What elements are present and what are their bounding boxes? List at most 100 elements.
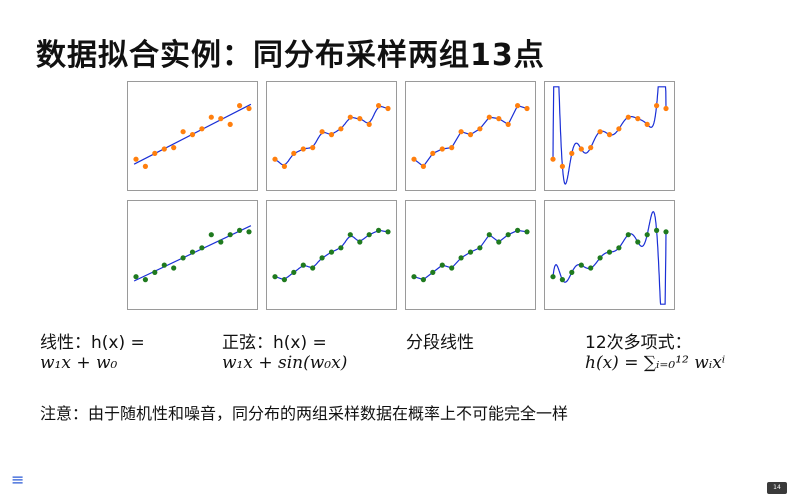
data-point (142, 277, 148, 283)
data-point (505, 121, 511, 127)
data-point (411, 156, 417, 162)
data-point (319, 255, 325, 261)
data-point (180, 129, 186, 135)
data-point (189, 249, 196, 255)
data-point (515, 103, 521, 109)
data-point (161, 146, 167, 152)
data-point (347, 114, 353, 120)
poly-label-line1: 12次多项式： (585, 333, 692, 353)
data-point (300, 146, 306, 152)
data-point (227, 232, 233, 238)
data-point (237, 103, 243, 109)
data-point (291, 150, 297, 156)
fit-panel-sample_a-linear (127, 81, 258, 191)
sine-label-formula: w₁x + sin(w₀x) (222, 353, 348, 373)
piecewise-label-line1: 分段线性 (406, 333, 474, 353)
data-point (559, 163, 565, 169)
data-point (272, 274, 278, 280)
data-point (496, 116, 502, 122)
data-point (616, 126, 622, 132)
linear-label-formula: w₁x + w₀ (40, 353, 118, 373)
fit-curve (552, 211, 667, 305)
data-point (449, 145, 455, 151)
data-point (505, 232, 511, 238)
data-point (171, 145, 177, 151)
data-point (376, 103, 382, 109)
data-point (357, 116, 363, 122)
fit-panel-sample_a-piecewise (405, 81, 536, 191)
data-point (338, 245, 344, 251)
data-point (458, 255, 464, 261)
data-point (300, 262, 306, 268)
data-point (663, 105, 669, 112)
fit-panel-sample_b-sine (266, 200, 397, 310)
page-number: 14 (767, 482, 787, 494)
data-point (385, 105, 391, 112)
data-point (246, 105, 252, 112)
data-point (569, 269, 575, 275)
data-point (486, 232, 492, 238)
data-point (319, 129, 325, 135)
data-point (486, 114, 492, 120)
data-point (458, 129, 464, 135)
data-point (430, 269, 436, 275)
sine-label-line1: 正弦：h(x) = (222, 333, 327, 353)
data-point (578, 146, 584, 152)
data-point (588, 265, 594, 271)
data-point (420, 163, 426, 169)
data-point (550, 274, 556, 280)
fit-panel-sample_a-sine (266, 81, 397, 191)
fit-plot-sample_b-piecewise (411, 227, 530, 283)
data-point (133, 274, 139, 280)
slide-title: 数据拟合实例：同分布采样两组13点 (36, 38, 545, 73)
data-point (161, 262, 167, 268)
data-point (467, 132, 474, 138)
data-point (439, 262, 445, 268)
data-point (550, 156, 556, 162)
fit-plot-sample_a-linear (133, 103, 252, 169)
fit-plot-sample_b-poly12 (550, 211, 669, 305)
data-point (133, 156, 139, 162)
data-point (430, 150, 436, 156)
fit-panel-sample_b-poly12 (544, 200, 675, 310)
data-point (272, 156, 278, 162)
data-point (654, 103, 660, 109)
data-point (524, 105, 530, 112)
fit-plot-sample_a-piecewise (411, 103, 530, 169)
data-point (606, 249, 613, 255)
data-point (199, 245, 205, 251)
data-point (625, 232, 631, 238)
data-point (208, 232, 214, 238)
fit-plot-sample_a-sine (272, 103, 391, 169)
fit-plot-sample_b-sine (272, 227, 391, 283)
data-point (208, 114, 214, 120)
data-point (366, 232, 372, 238)
data-point (606, 132, 613, 138)
fit-panel-sample_b-linear (127, 200, 258, 310)
data-point (152, 150, 158, 156)
data-point (357, 239, 363, 245)
data-point (644, 232, 650, 238)
menu-icon[interactable]: ≡ (11, 470, 25, 489)
data-point (291, 269, 297, 275)
data-point (449, 265, 455, 271)
data-point (180, 255, 186, 261)
data-point (644, 121, 650, 127)
piecewise-label: 分段线性 (406, 328, 474, 353)
data-point (597, 255, 603, 261)
fit-panel-sample_a-poly12 (544, 81, 675, 191)
sine-label: 正弦：h(x) = w₁x + sin(w₀x) (222, 328, 347, 373)
data-point (654, 227, 660, 233)
data-point (310, 265, 316, 271)
data-point (663, 229, 669, 235)
data-point (597, 129, 603, 135)
data-point (328, 249, 335, 255)
poly-label: 12次多项式： h(x) = ∑ᵢ₌₀¹² wᵢxⁱ (585, 328, 725, 373)
data-point (411, 274, 417, 280)
data-point (635, 239, 641, 245)
data-point (616, 245, 622, 251)
data-point (328, 132, 335, 138)
data-point (347, 232, 353, 238)
data-point (171, 265, 177, 271)
data-point (246, 229, 252, 235)
